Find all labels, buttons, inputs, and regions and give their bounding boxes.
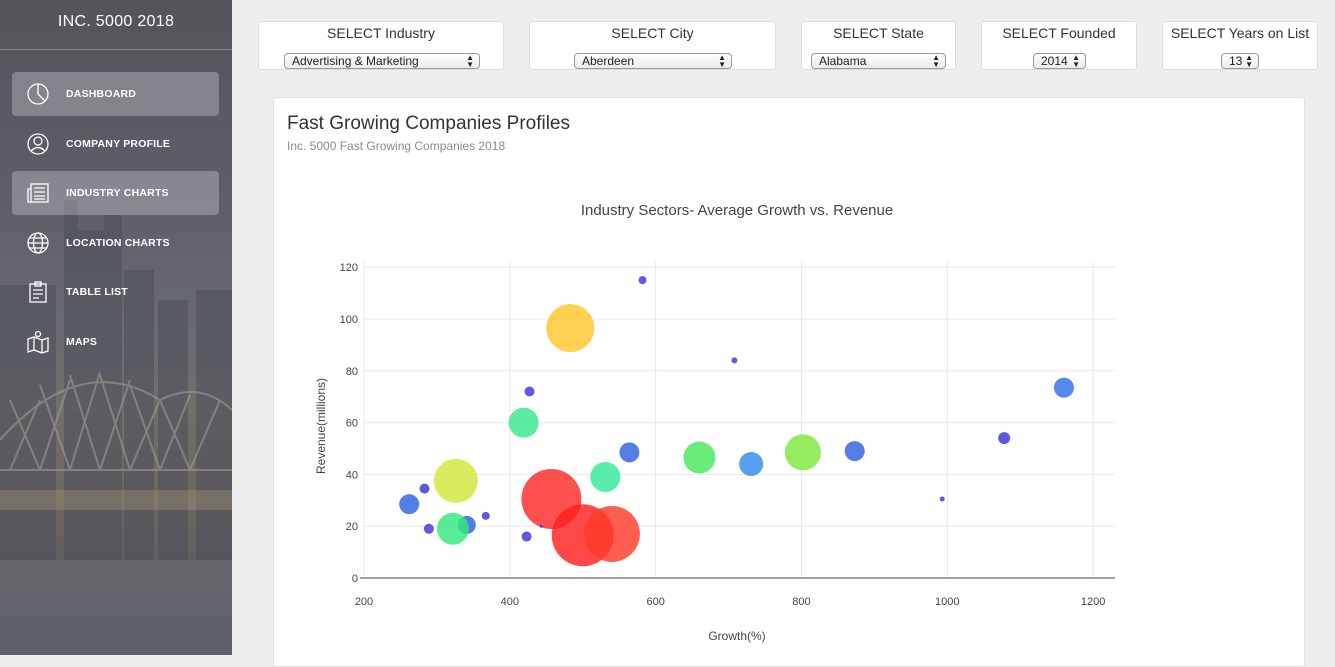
brand-title[interactable]: INC. 5000 2018 [0, 0, 232, 50]
sidebar-item-label: MAPS [66, 335, 98, 348]
data-point[interactable] [739, 452, 764, 477]
y-tick-label: 100 [340, 314, 358, 326]
sidebar-item-label: LOCATION CHARTS [66, 236, 170, 249]
chart-card: Fast Growing Companies Profiles Inc. 500… [273, 97, 1305, 667]
filter-city: SELECT City Aberdeen ▲ ▼ [529, 21, 776, 70]
data-point[interactable] [399, 494, 420, 515]
data-point[interactable] [546, 304, 595, 353]
filter-years-on-list: SELECT Years on List 13 ▲ ▼ [1162, 21, 1318, 70]
data-point[interactable] [638, 276, 647, 285]
data-point[interactable] [590, 461, 621, 492]
select-value: Aberdeen [582, 54, 635, 68]
data-point[interactable] [1053, 377, 1074, 398]
chart-grid [363, 262, 1115, 578]
pie-chart-icon [26, 82, 50, 106]
newspaper-icon [26, 181, 50, 205]
y-axis-label: Revenue(millions) [314, 378, 328, 474]
data-point[interactable] [784, 434, 821, 471]
filter-label: SELECT State [833, 25, 924, 41]
data-point[interactable] [619, 442, 640, 463]
filter-label: SELECT Founded [1002, 25, 1116, 41]
card-subtitle: Inc. 5000 Fast Growing Companies 2018 [287, 139, 506, 153]
select-arrows-icon: ▲ ▼ [466, 53, 474, 69]
founded-select[interactable]: 2014 ▲ ▼ [1033, 53, 1086, 69]
sidebar-item-table-list[interactable]: TABLE LIST [12, 270, 219, 314]
data-point[interactable] [539, 524, 543, 528]
data-point[interactable] [508, 407, 539, 438]
select-value: Alabama [819, 54, 867, 68]
select-arrows-icon: ▲ ▼ [718, 53, 726, 69]
sidebar-nav: DASHBOARD COMPANY PROFILE INDUSTRY CHART… [12, 72, 219, 369]
data-point[interactable] [436, 512, 469, 545]
y-tick-label: 40 [346, 469, 358, 481]
bubble-chart: 0 20 40 60 80 100 120 200 400 600 800 1000 1200 Indu… [314, 202, 1115, 643]
select-value: 2014 [1041, 54, 1068, 68]
sidebar-item-maps[interactable]: MAPS [12, 320, 219, 364]
x-tick-label: 600 [646, 596, 664, 608]
state-select[interactable]: Alabama ▲ ▼ [811, 53, 946, 69]
filter-label: SELECT Industry [327, 25, 435, 41]
select-arrows-icon: ▲ ▼ [1245, 53, 1253, 69]
sidebar: INC. 5000 2018 DASHBOARD COMPANY PROFILE… [0, 0, 232, 655]
y-tick-label: 20 [346, 521, 358, 533]
data-point[interactable] [683, 441, 716, 474]
data-point[interactable] [939, 496, 945, 502]
filter-industry: SELECT Industry Advertising & Marketing … [258, 21, 504, 70]
y-tick-label: 60 [346, 418, 358, 430]
sidebar-item-label: COMPANY PROFILE [66, 137, 171, 150]
data-point[interactable] [423, 523, 434, 534]
sidebar-item-location-charts[interactable]: LOCATION CHARTS [12, 221, 219, 265]
sidebar-item-company-profile[interactable]: COMPANY PROFILE [12, 122, 219, 166]
y-tick-label: 120 [340, 262, 358, 274]
data-point[interactable] [998, 432, 1011, 445]
city-select[interactable]: Aberdeen ▲ ▼ [574, 53, 732, 69]
card-title: Fast Growing Companies Profiles [287, 113, 570, 134]
select-value: 13 [1229, 54, 1243, 68]
y-tick-label: 0 [352, 573, 358, 585]
x-tick-label: 200 [355, 596, 373, 608]
select-value: Advertising & Marketing [292, 54, 419, 68]
sidebar-item-industry-charts[interactable]: INDUSTRY CHARTS [12, 171, 219, 215]
chart-points [399, 276, 1074, 567]
industry-select[interactable]: Advertising & Marketing ▲ ▼ [284, 53, 480, 69]
data-point[interactable] [583, 505, 640, 562]
x-tick-label: 800 [792, 596, 810, 608]
filter-state: SELECT State Alabama ▲ ▼ [801, 21, 956, 70]
sidebar-overlay [0, 0, 232, 655]
filter-label: SELECT City [611, 25, 694, 41]
user-icon [26, 132, 50, 156]
clipboard-icon [26, 280, 50, 304]
globe-icon [26, 231, 50, 255]
y-tick-label: 80 [346, 366, 358, 378]
map-icon [26, 330, 50, 354]
data-point[interactable] [419, 483, 430, 494]
data-point[interactable] [524, 386, 535, 397]
sidebar-item-label: INDUSTRY CHARTS [66, 187, 169, 199]
data-point[interactable] [521, 531, 532, 542]
x-tick-label: 400 [501, 596, 519, 608]
city-skyline-background [0, 200, 232, 655]
sidebar-item-label: TABLE LIST [66, 286, 128, 298]
filter-label: SELECT Years on List [1170, 25, 1310, 41]
years-on-list-select[interactable]: 13 ▲ ▼ [1221, 53, 1259, 69]
chart-title: Industry Sectors- Average Growth vs. Rev… [581, 202, 893, 219]
filter-founded: SELECT Founded 2014 ▲ ▼ [981, 21, 1137, 70]
chart-axes: 0 20 40 60 80 100 120 200 400 600 800 1000 1200 [340, 262, 1115, 608]
select-arrows-icon: ▲ ▼ [1072, 53, 1080, 69]
sidebar-item-label: DASHBOARD [66, 88, 137, 100]
select-arrows-icon: ▲ ▼ [932, 53, 940, 69]
sidebar-item-dashboard[interactable]: DASHBOARD [12, 72, 219, 116]
data-point[interactable] [433, 458, 478, 503]
x-tick-label: 1200 [1081, 596, 1105, 608]
x-tick-label: 1000 [935, 596, 959, 608]
data-point[interactable] [731, 357, 738, 364]
x-axis-label: Growth(%) [708, 629, 765, 643]
data-point[interactable] [481, 511, 490, 520]
data-point[interactable] [844, 441, 865, 462]
